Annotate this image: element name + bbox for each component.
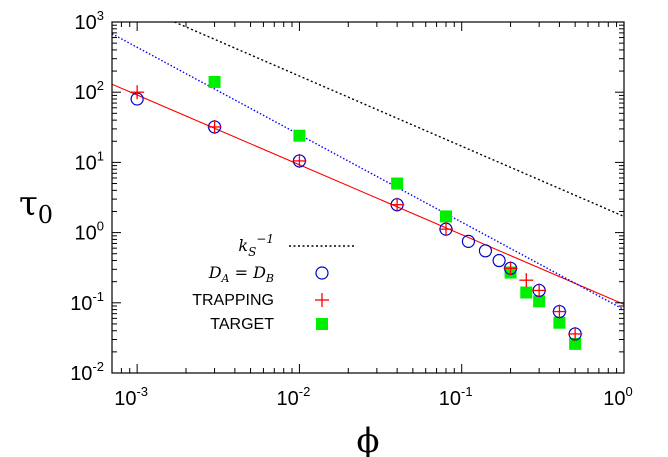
point-target [439, 210, 452, 223]
point-da_eq_db [478, 244, 493, 258]
point-trapping [503, 261, 518, 276]
series-line-da_db_fit [111, 33, 625, 311]
point-da_eq_db [492, 253, 506, 268]
y-axis-label-sub: 0 [38, 201, 53, 229]
series-line-trapping_fit [111, 83, 625, 305]
series-line-ks_inv [174, 21, 625, 218]
point-da_eq_db [461, 234, 476, 248]
x-tick-label: 10-3 [114, 384, 148, 410]
y-tick-label: 10-2 [70, 359, 104, 385]
x-tick-label: 10-1 [439, 384, 473, 410]
legend-label-da-db: DA = DB [208, 263, 274, 285]
x-axis-label: ϕ [356, 421, 379, 457]
y-axis-label-base: τ [19, 184, 38, 224]
y-tick-label: 102 [75, 78, 104, 104]
legend-samples [289, 245, 356, 330]
point-trapping [532, 283, 547, 298]
point-trapping [438, 222, 453, 237]
y-axis-label: τ0 [19, 184, 53, 229]
y-tick-label: 10-1 [70, 289, 104, 315]
point-trapping [568, 326, 583, 341]
point-target [208, 75, 221, 88]
axis-ticks: 10-3 10-2 10-1 100 10-2 10-1 100 101 102 103 [70, 8, 633, 410]
point-trapping [390, 197, 405, 212]
legend-label-ks: kS−1 [238, 232, 274, 259]
point-target [569, 337, 582, 350]
x-tick-label: 100 [603, 384, 632, 410]
legend-sample-da_eq_db [315, 266, 329, 280]
point-trapping [292, 153, 307, 168]
point-trapping [552, 304, 567, 319]
legend-label-target: TARGET [210, 316, 274, 333]
legend: kS−1 DA = DB TRAPPING TARGET [192, 232, 356, 333]
legend-sample-target [316, 318, 328, 330]
fit-lines [111, 21, 625, 311]
point-trapping [207, 119, 222, 134]
legend-sample-trapping [315, 293, 329, 307]
data-marks [130, 75, 583, 350]
point-trapping [519, 273, 534, 288]
point-target [293, 129, 306, 142]
plot-frame [111, 21, 625, 374]
point-target [520, 286, 533, 299]
y-tick-label: 100 [75, 219, 104, 245]
x-tick-label: 10-2 [277, 384, 311, 410]
y-tick-label: 101 [75, 148, 104, 174]
legend-label-trapping: TRAPPING [192, 292, 274, 309]
point-target [391, 177, 404, 190]
y-tick-label: 103 [75, 8, 104, 34]
point-target [533, 295, 546, 308]
point-target [553, 316, 566, 329]
point-trapping [130, 85, 145, 100]
